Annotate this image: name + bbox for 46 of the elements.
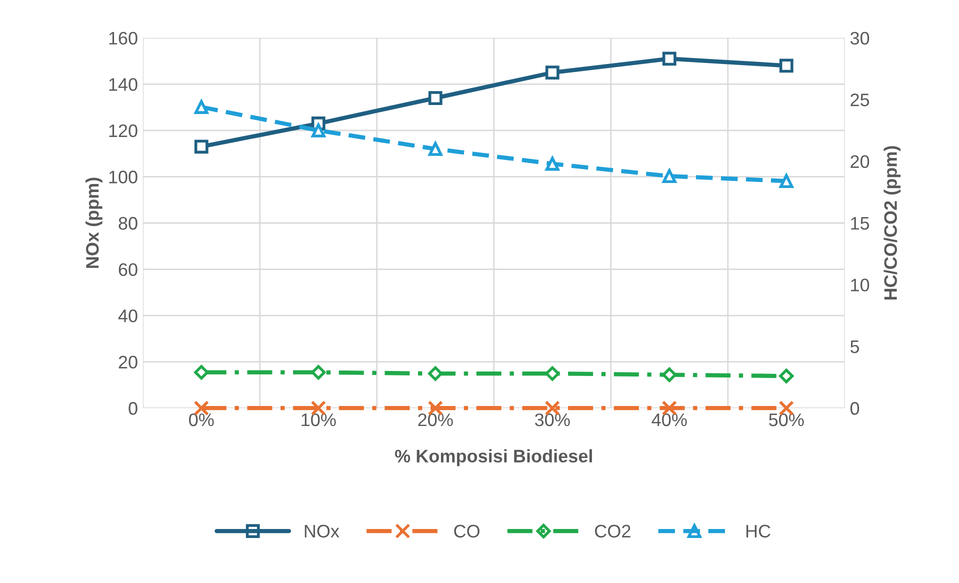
- y-tick-label: 20: [118, 356, 138, 369]
- y-tick-label: 60: [118, 263, 138, 276]
- legend-label: NOx: [304, 524, 340, 538]
- point: [428, 366, 443, 381]
- point: [779, 368, 794, 384]
- y-axis-title: NOx (ppm): [86, 178, 102, 268]
- point: [662, 368, 677, 382]
- x-tick-label: 10%: [302, 413, 336, 426]
- point: [428, 142, 442, 156]
- x-tick-label: 20%: [418, 413, 453, 426]
- legend-label: HC: [746, 524, 770, 538]
- y2-tick-label: 15: [851, 217, 870, 230]
- y2-axis-title: HC/CO/CO2 (ppm): [884, 146, 901, 300]
- y-tick-label: 140: [109, 78, 138, 91]
- y2-tick-label: 30: [850, 32, 870, 45]
- point: [428, 91, 442, 105]
- x-axis-title: % Komposisi Biodiesel: [395, 449, 592, 466]
- y2-tick-label: 5: [850, 340, 860, 354]
- x-tick-label: 50%: [769, 413, 804, 426]
- point: [779, 174, 794, 188]
- point: [311, 365, 326, 380]
- y-tick-label: 0: [128, 402, 138, 415]
- y2-tick-label: 0: [850, 402, 860, 415]
- y2-tick-label: 25: [850, 94, 870, 106]
- x-tick-label: 30%: [535, 413, 570, 426]
- y-tick-label: 100: [109, 170, 138, 184]
- x-tick-label: 0%: [189, 413, 214, 426]
- point: [194, 140, 208, 154]
- point: [194, 100, 208, 114]
- point: [545, 156, 560, 171]
- point: [194, 365, 209, 380]
- y-tick-label: 120: [109, 124, 138, 138]
- point: [545, 366, 560, 381]
- point: [545, 66, 560, 80]
- y-tick-label: 160: [109, 32, 138, 45]
- x-tick-label: 40%: [652, 413, 687, 426]
- y-tick-label: 80: [118, 216, 138, 230]
- legend-label: CO2: [595, 524, 630, 538]
- y-tick-label: 40: [118, 309, 138, 322]
- point: [779, 58, 794, 73]
- point: [662, 52, 676, 66]
- point: [311, 124, 326, 138]
- y2-tick-label: 10: [851, 278, 870, 292]
- point: [662, 169, 676, 184]
- y2-tick-label: 20: [850, 155, 870, 168]
- legend-label: CO: [454, 524, 480, 538]
